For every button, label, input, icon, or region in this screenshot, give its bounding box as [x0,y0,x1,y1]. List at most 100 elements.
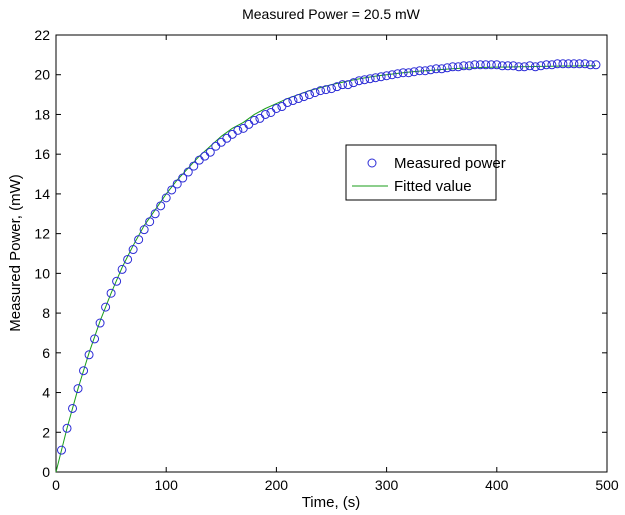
measured-power-point [327,84,336,94]
measured-power-point [497,61,507,71]
measured-power-point [84,350,94,360]
measured-power-point [68,403,78,413]
measured-power-point [470,60,480,70]
y-tick-label: 20 [34,67,50,83]
x-axis-label: Time, (s) [302,494,361,511]
measured-power-point [541,60,551,70]
measured-power-point [580,59,590,69]
y-axis-label: Measured Power, (mW) [7,174,24,332]
measured-power-point [106,288,116,298]
measured-power-point [145,217,155,227]
measured-power-point [486,60,496,70]
measured-power-point [459,61,469,71]
x-tick-label: 500 [595,477,619,493]
measured-power-point [304,90,314,100]
measured-power-point [117,264,127,274]
measured-power-point [530,62,540,72]
measured-power-point [282,98,292,108]
x-tick-label: 400 [485,477,509,493]
measured-power-point [437,64,447,74]
measured-power-point [415,66,425,76]
measured-power-point [123,254,133,264]
measured-power-point [442,63,452,73]
measured-power-point [563,59,573,69]
measured-power-point [558,59,568,69]
y-tick-label: 8 [42,305,50,321]
measured-power-point [574,59,584,69]
legend-box [345,144,497,201]
measured-power-point [360,75,370,85]
y-tick-label: 4 [42,385,50,401]
measured-power-point [343,80,353,90]
measured-power-point [101,302,111,312]
measured-power-point [547,60,557,70]
y-tick-label: 2 [42,424,50,440]
measured-power-point [167,185,177,195]
measured-power-point [569,59,579,69]
x-tick-label: 100 [155,477,179,493]
y-tick-label: 22 [34,27,50,43]
measured-power-point [376,72,386,82]
measured-power-point [448,62,458,72]
measured-power-point [453,62,463,72]
series-layer [55,59,601,473]
x-tick-label: 0 [52,477,60,493]
measured-power-point [585,60,595,70]
measured-power-point [172,179,182,189]
measured-power-point [398,68,408,78]
plot-area: 0 100 200 300 400 500 0 2 4 6 8 10 12 14 16 18 20 22 [34,27,618,493]
measured-power-point [57,445,67,455]
y-tick-label: 14 [34,186,50,202]
measured-power-point [249,115,259,125]
x-tick-label: 300 [375,477,399,493]
y-tick-label: 12 [34,226,50,242]
measured-power-point [475,60,485,70]
measured-power-point [338,80,348,90]
x-axis: 0 100 200 300 400 500 [52,35,619,493]
measured-power-point [189,161,199,171]
measured-power-point [481,60,491,70]
measured-power-point [62,423,72,433]
measured-power-point [536,61,546,71]
measured-power-point [591,60,601,70]
measured-power-point [349,78,359,88]
measured-power-point [161,193,171,203]
legend-label-fitted-value: Fitted value [394,178,472,195]
measured-power-point [178,173,188,183]
measured-power-point [552,59,562,69]
measured-power-point [310,88,320,98]
measured-power-point [90,334,100,344]
measured-power-point [95,318,105,328]
measured-power-point [420,66,430,76]
legend-marker-measured-power [367,158,377,168]
measured-power-point [519,62,529,72]
measured-power-point [503,61,513,71]
y-axis: 0 2 4 6 8 10 12 14 16 18 20 22 [34,27,607,480]
measured-power-point [156,201,166,211]
chart-title: Measured Power = 20.5 mW [242,6,421,22]
measured-power-point [183,167,193,177]
measured-power-point [260,109,270,119]
y-tick-label: 16 [34,146,50,162]
measured-power-point [128,245,138,255]
measured-power-point [508,61,518,71]
measured-power-point [382,71,392,81]
measured-power-point [393,69,403,79]
measured-power-point [371,73,381,83]
plot-frame [55,34,608,473]
measured-power-point [404,68,414,78]
measured-power-point [205,147,215,157]
measured-power-point [112,276,122,286]
measured-power-point [288,96,298,106]
measured-power-point [409,67,419,77]
measured-power-point [321,85,331,95]
measured-power-point [426,65,436,75]
measured-power-point [492,60,502,70]
y-tick-label: 6 [42,345,50,361]
measured-power-point [299,92,309,102]
measured-power-point [139,225,149,235]
measured-power-point [293,94,303,104]
legend: Measured power Fitted value [345,144,506,201]
measured-power-point [233,125,243,135]
